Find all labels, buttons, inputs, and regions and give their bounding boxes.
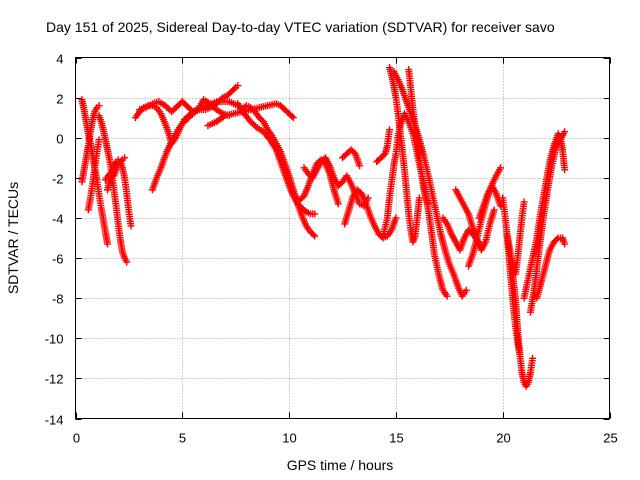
data-series-sat-p [341,186,400,242]
data-series-sat-o [339,146,364,170]
data-point [520,198,528,206]
x-tick-label: 10 [282,431,296,446]
data-point [123,258,131,266]
data-series-sat-t [390,68,470,300]
data-point [561,240,569,248]
x-axis-tick-labels: 0 5 10 15 20 25 [73,431,618,446]
x-tick-label: 0 [73,431,80,446]
data-point [385,126,393,134]
x-tick-label: 15 [389,431,403,446]
y-tick-label: -4 [52,212,64,227]
x-tick-label: 5 [179,431,186,446]
data-point [392,214,400,222]
data-point [95,102,103,110]
data-point [443,292,451,300]
data-point [117,157,125,165]
y-axis-title: SDTVAR / TECUs [5,182,21,294]
data-point [490,206,498,214]
data-point [311,210,319,218]
data-series-sat-c [84,136,103,214]
plot-frame [75,57,610,419]
data-point [497,164,505,172]
y-tick-label: -12 [45,372,64,387]
data-point [529,354,537,362]
y-tick-label: -6 [52,252,64,267]
data-series-sat-u [405,66,432,208]
data-point [334,200,342,208]
data-point [234,82,242,90]
plot-area [78,64,569,390]
data-point [127,222,135,230]
data-series-sat-ae [533,234,569,302]
data-point [356,162,364,170]
data-point [121,154,129,162]
y-tick-label: 2 [56,92,63,107]
y-tick-label: 4 [56,52,63,67]
data-series-sat-ab [507,258,537,390]
data-point [561,166,569,174]
y-axis-tick-labels: -14 -12 -10 -8 -6 -4 -2 0 2 4 [45,52,64,428]
data-point [561,128,569,136]
data-series-sat-f [101,154,129,184]
data-series-sat-q [373,126,393,166]
data-series-sat-s [385,64,423,246]
data-point [211,104,219,112]
x-tick-label: 20 [496,431,510,446]
data-series-sat-y [475,182,505,222]
chart-title: Day 151 of 2025, Sidereal Day-to-day VTE… [46,19,555,35]
data-point [289,114,297,122]
x-axis-title: GPS time / hours [287,457,394,473]
data-point [309,231,317,239]
y-tick-label: -2 [52,172,64,187]
data-point [424,200,432,208]
axis-ticks [75,57,611,420]
y-tick-label: -14 [45,413,64,428]
data-point [251,122,259,130]
y-tick-label: -8 [52,292,64,307]
data-point [104,240,112,248]
data-point [462,286,470,294]
y-tick-label: -10 [45,332,64,347]
data-point [311,232,319,240]
data-point [553,235,561,243]
data-series-sat-w [452,186,498,254]
data-series-sat-b [78,102,103,186]
data-series-sat-ad [526,128,569,316]
data-point [288,112,296,120]
x-tick-label: 25 [603,431,617,446]
data-point [230,85,238,93]
data-point [415,194,423,202]
data-point [95,136,103,144]
y-tick-label: 0 [56,132,63,147]
